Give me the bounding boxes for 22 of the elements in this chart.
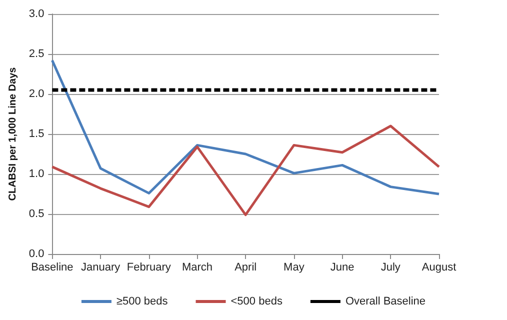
x-tick-label: March (182, 262, 213, 274)
x-tick-label: May (284, 262, 305, 274)
legend-label: ≥500 beds (116, 296, 168, 308)
legend-label: Overall Baseline (345, 296, 426, 308)
y-tick-label: 0.0 (28, 248, 44, 260)
x-tick-label: January (80, 262, 121, 274)
y-tick-label: 3.0 (28, 8, 44, 20)
x-tick-label: February (126, 262, 172, 274)
x-tick-label: April (234, 262, 257, 274)
y-tick-label: 1.0 (28, 168, 44, 180)
y-tick-label: 2.0 (28, 88, 44, 100)
x-tick-label: August (422, 262, 456, 274)
x-tick-label: July (380, 262, 401, 274)
y-tick-label: 0.5 (28, 208, 44, 220)
y-tick-label: 1.5 (28, 128, 44, 140)
line-series (50, 59, 440, 196)
line-series (50, 124, 440, 216)
y-tick-label: 2.5 (28, 48, 44, 60)
y-axis-title: CLABSI per 1,000 Line Days (8, 66, 18, 201)
legend-label: <500 beds (230, 296, 283, 308)
x-tick-label: Baseline (31, 262, 74, 274)
x-tick-label: June (330, 262, 354, 274)
